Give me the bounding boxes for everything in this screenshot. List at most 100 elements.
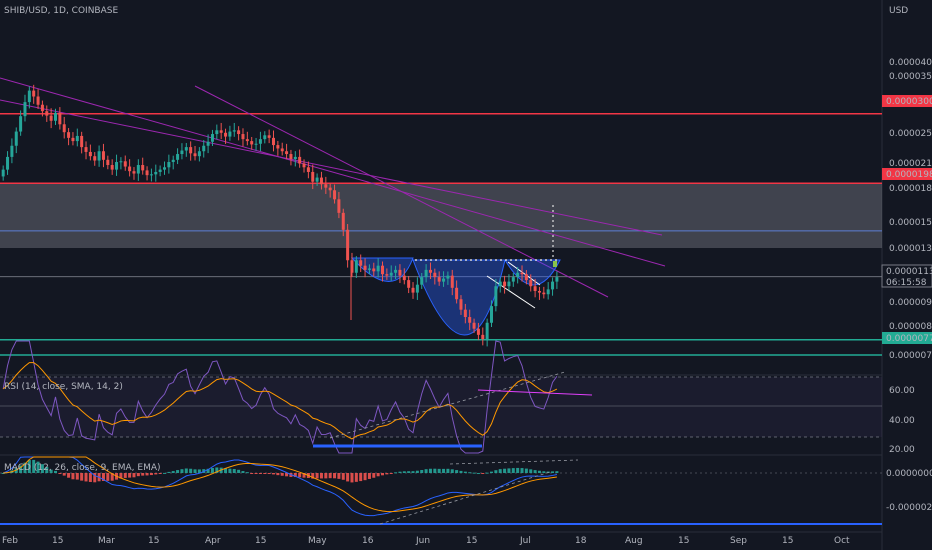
- rsi-line: [2, 340, 558, 454]
- candle: [32, 90, 36, 97]
- candle: [328, 187, 332, 191]
- macd-tick-label: 0.00000000: [886, 469, 932, 479]
- candle: [193, 153, 197, 157]
- resistance-zone: [0, 183, 882, 249]
- rsi-tick-label: 20.00: [889, 445, 915, 455]
- candle: [537, 290, 541, 293]
- candle: [476, 328, 480, 335]
- candle: [176, 154, 180, 160]
- candle: [267, 135, 271, 138]
- time-tick-label: 15: [782, 536, 793, 546]
- last-candle: [553, 261, 557, 267]
- candle: [110, 165, 114, 170]
- candle: [546, 289, 550, 295]
- macd-histogram-bar: [555, 471, 559, 473]
- candle: [263, 135, 267, 140]
- candle: [472, 322, 476, 329]
- time-tick-label: 16: [362, 536, 374, 546]
- macd-histogram-bar: [189, 468, 193, 473]
- candle: [350, 260, 354, 273]
- macd-histogram-bar: [490, 471, 493, 473]
- macd-label: MACD (12, 26, close, 9, EMA, EMA): [4, 463, 161, 473]
- candle: [224, 132, 228, 137]
- macd-histogram-bar: [241, 471, 245, 473]
- candle: [106, 159, 110, 166]
- candle: [45, 111, 49, 116]
- candle: [97, 151, 101, 161]
- macd-histogram-bar: [533, 470, 537, 473]
- macd-histogram-bar: [302, 473, 306, 478]
- rsi-divergence-line: [477, 389, 593, 396]
- candle: [189, 147, 193, 154]
- candle: [372, 268, 376, 272]
- macd-histogram-bar: [258, 473, 262, 474]
- rsi-trendline: [329, 371, 566, 439]
- macd-histogram-bar: [311, 473, 315, 479]
- rsi-tick-label: 60.00: [889, 386, 915, 396]
- macd-histogram-bar: [141, 473, 145, 476]
- candle: [245, 139, 249, 142]
- macd-histogram-bar: [280, 473, 284, 476]
- time-tick-label: Apr: [205, 536, 221, 546]
- macd-histogram-bar: [485, 472, 489, 474]
- macd-histogram-bar: [498, 469, 502, 473]
- chart-title: SHIB/USD, 1D, COINBASE: [4, 6, 119, 16]
- candle: [58, 112, 62, 125]
- macd-histogram-bar: [75, 473, 79, 480]
- macd-histogram-bar: [119, 473, 123, 479]
- macd-histogram-bar: [315, 473, 319, 479]
- macd-histogram-bar: [341, 473, 345, 480]
- candle: [498, 281, 502, 287]
- macd-histogram-bar: [80, 473, 84, 481]
- candle: [6, 156, 10, 170]
- candle: [533, 286, 537, 291]
- time-tick-label: Mar: [98, 536, 115, 546]
- macd-histogram-bar: [346, 473, 350, 482]
- macd-histogram-bar: [71, 473, 75, 480]
- price-tick-label: 0.00003500: [889, 72, 932, 82]
- candle: [463, 309, 467, 318]
- candle: [132, 171, 136, 174]
- macd-tick-label: -0.00000200: [886, 503, 932, 513]
- candle: [232, 130, 236, 132]
- macd-histogram-bar: [184, 468, 188, 473]
- macd-histogram-bar: [101, 473, 105, 482]
- candle: [520, 272, 524, 275]
- macd-histogram-bar: [193, 469, 197, 473]
- candle: [40, 104, 44, 112]
- candle: [324, 184, 328, 188]
- time-tick-label: 15: [678, 536, 689, 546]
- macd-histogram-bar: [333, 473, 337, 479]
- currency-label: USD: [889, 6, 908, 16]
- macd-histogram-bar: [110, 473, 114, 481]
- macd-histogram-bar: [542, 471, 546, 473]
- candle: [210, 134, 214, 142]
- candle: [206, 141, 210, 146]
- price-badge-label: 0.00001981: [886, 170, 932, 180]
- candle: [337, 199, 341, 213]
- macd-histogram-bar: [507, 468, 511, 473]
- candle: [75, 135, 79, 142]
- candle: [54, 112, 57, 121]
- macd-histogram-bar: [132, 473, 136, 478]
- candle: [250, 141, 254, 145]
- candle: [67, 132, 71, 138]
- macd-histogram-bar: [23, 462, 27, 473]
- rsi-label: RSI (14, close, SMA, 14, 2): [4, 382, 123, 392]
- macd-histogram-bar: [123, 473, 127, 478]
- macd-histogram-bar: [67, 473, 71, 478]
- rsi-sma-line: [2, 362, 558, 440]
- macd-histogram-bar: [163, 472, 166, 474]
- macd-histogram-bar: [516, 467, 520, 473]
- time-tick-label: Oct: [834, 536, 850, 546]
- candle: [80, 135, 84, 148]
- macd-histogram-bar: [389, 473, 393, 474]
- price-tick-label: 0.00000710: [889, 351, 932, 361]
- macd-histogram-bar: [62, 473, 66, 476]
- macd-histogram-bar: [136, 473, 140, 477]
- macd-histogram-bar: [529, 469, 533, 473]
- price-tick-label: 0.00001500: [889, 218, 932, 228]
- candle: [184, 147, 188, 151]
- price-badge: [882, 332, 932, 344]
